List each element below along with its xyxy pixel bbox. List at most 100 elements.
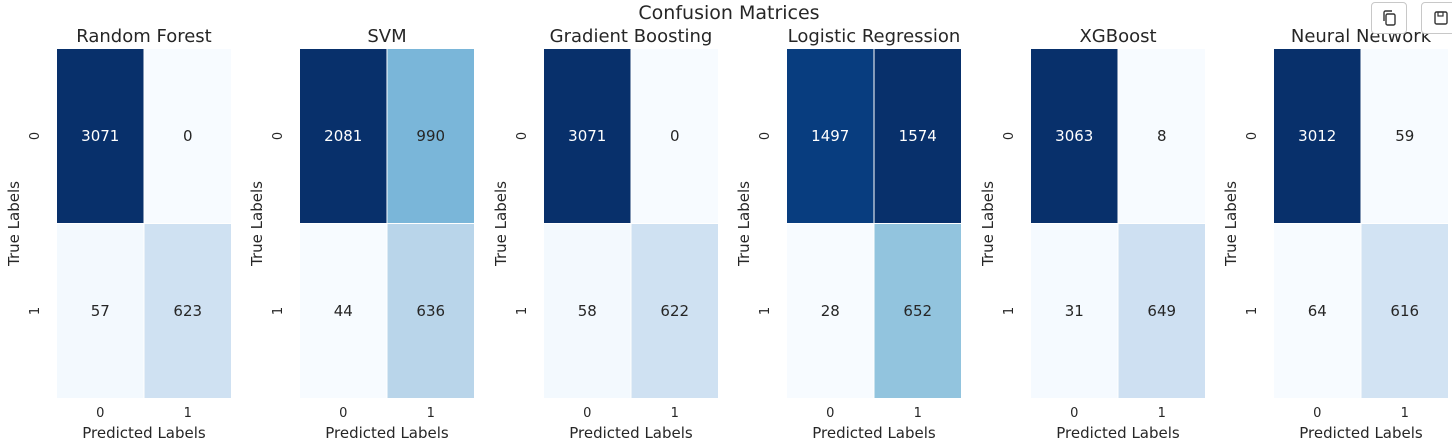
x-axis-label: Predicted Labels xyxy=(1056,424,1180,442)
subplot-title: Gradient Boosting xyxy=(550,26,713,47)
cell-value-label: 636 xyxy=(416,302,445,320)
heatmap-cell xyxy=(1361,224,1448,398)
cell-value-label: 622 xyxy=(660,302,689,320)
y-tick-label: 0 xyxy=(271,132,286,140)
x-tick-label: 0 xyxy=(1313,406,1321,421)
y-tick-label: 1 xyxy=(28,307,43,315)
heatmap-cell xyxy=(57,49,144,223)
heatmap-cell xyxy=(1031,49,1118,223)
heatmap-cell xyxy=(874,224,961,398)
y-tick-label: 1 xyxy=(515,307,530,315)
heatmap-cell xyxy=(1274,224,1361,398)
x-tick-label: 0 xyxy=(339,406,347,421)
y-tick-label: 0 xyxy=(515,132,530,140)
cell-value-label: 44 xyxy=(334,302,353,320)
cell-value-label: 623 xyxy=(173,302,202,320)
y-tick-label: 1 xyxy=(271,307,286,315)
x-tick-label: 0 xyxy=(1070,406,1078,421)
heatmap-cell xyxy=(787,49,874,223)
heatmap-panel: 3012 59 64 616 Neural Network 0 1 0 1 Predicted L… xyxy=(1222,26,1448,442)
y-axis-label: True Labels xyxy=(979,181,997,267)
heatmap-cell xyxy=(1118,224,1205,398)
heatmap-cell xyxy=(544,224,631,398)
cell-value-label: 59 xyxy=(1395,127,1414,145)
cell-value-label: 3063 xyxy=(1055,127,1093,145)
cell-value-label: 0 xyxy=(183,127,193,145)
cell-value-label: 58 xyxy=(578,302,597,320)
cell-value-label: 1497 xyxy=(811,127,849,145)
cell-value-label: 3071 xyxy=(81,127,119,145)
y-tick-label: 0 xyxy=(758,132,773,140)
x-axis-label: Predicted Labels xyxy=(1299,424,1423,442)
x-tick-label: 0 xyxy=(826,406,834,421)
x-tick-label: 1 xyxy=(671,406,679,421)
cell-value-label: 2081 xyxy=(324,127,362,145)
cell-value-label: 649 xyxy=(1147,302,1176,320)
cell-value-label: 3071 xyxy=(568,127,606,145)
y-tick-label: 0 xyxy=(1245,132,1260,140)
x-axis-label: Predicted Labels xyxy=(325,424,449,442)
y-axis-label: True Labels xyxy=(5,181,23,267)
heatmap-cell xyxy=(1031,224,1118,398)
heatmap-cell xyxy=(1361,49,1448,223)
heatmap-cell xyxy=(787,224,874,398)
heatmap-cell xyxy=(144,224,231,398)
cell-value-label: 3012 xyxy=(1298,127,1336,145)
cell-value-label: 31 xyxy=(1065,302,1084,320)
y-tick-label: 0 xyxy=(1002,132,1017,140)
x-tick-label: 1 xyxy=(427,406,435,421)
heatmap-cell xyxy=(300,49,387,223)
y-tick-label: 1 xyxy=(1002,307,1017,315)
heatmap-cell xyxy=(300,224,387,398)
x-tick-label: 1 xyxy=(914,406,922,421)
x-tick-label: 1 xyxy=(1158,406,1166,421)
subplot-title: Logistic Regression xyxy=(788,26,961,47)
copy-icon xyxy=(1383,10,1396,26)
x-tick-label: 1 xyxy=(184,406,192,421)
heatmap-cell xyxy=(874,49,961,223)
x-tick-label: 1 xyxy=(1401,406,1409,421)
x-axis-label: Predicted Labels xyxy=(569,424,693,442)
x-tick-label: 0 xyxy=(96,406,104,421)
heatmap-panel: 2081 990 44 636 SVM 0 1 0 1 Predicted Labels True … xyxy=(248,26,474,442)
subplot-title: Neural Network xyxy=(1291,26,1432,47)
heatmap-cell xyxy=(1118,49,1205,223)
heatmap-cell xyxy=(631,224,718,398)
y-tick-label: 1 xyxy=(1245,307,1260,315)
y-tick-label: 0 xyxy=(28,132,43,140)
subplot-title: SVM xyxy=(367,26,406,47)
heatmap-panels: 3071 0 57 623 Random Forest 0 1 0 1 Predicted Lab… xyxy=(5,26,1448,442)
heatmap-panel: 3071 0 57 623 Random Forest 0 1 0 1 Predicted Lab… xyxy=(5,26,231,442)
cell-value-label: 990 xyxy=(416,127,445,145)
heatmap-cell xyxy=(387,224,474,398)
y-axis-label: True Labels xyxy=(492,181,510,267)
subplot-title: Random Forest xyxy=(76,26,211,47)
cell-value-label: 28 xyxy=(821,302,840,320)
heatmap-cell xyxy=(631,49,718,223)
x-axis-label: Predicted Labels xyxy=(812,424,936,442)
subplot-title: XGBoost xyxy=(1079,26,1156,47)
figure-title: Confusion Matrices xyxy=(638,2,819,24)
cell-value-label: 0 xyxy=(670,127,680,145)
cell-value-label: 652 xyxy=(903,302,932,320)
cell-value-label: 616 xyxy=(1390,302,1419,320)
heatmap-panel: 1497 1574 28 652 Logistic Regression 0 1 0 1 Pred… xyxy=(735,26,961,442)
heatmap-cell xyxy=(1274,49,1361,223)
y-tick-label: 1 xyxy=(758,307,773,315)
x-axis-label: Predicted Labels xyxy=(82,424,206,442)
save-icon xyxy=(1434,11,1448,25)
cell-value-label: 64 xyxy=(1308,302,1327,320)
heatmap-panel: 3071 0 58 622 Gradient Boosting 0 1 0 1 Predicted… xyxy=(492,26,718,442)
x-tick-label: 0 xyxy=(583,406,591,421)
heatmap-panel: 3063 8 31 649 XGBoost 0 1 0 1 Predicted Labels Tru… xyxy=(979,26,1205,442)
y-axis-label: True Labels xyxy=(735,181,753,267)
copy-button[interactable] xyxy=(1371,2,1407,34)
cell-value-label: 8 xyxy=(1157,127,1167,145)
heatmap-cell xyxy=(57,224,144,398)
heatmap-cell xyxy=(387,49,474,223)
save-button[interactable] xyxy=(1421,2,1452,34)
y-axis-label: True Labels xyxy=(248,181,266,267)
heatmap-cell xyxy=(144,49,231,223)
cell-value-label: 57 xyxy=(91,302,110,320)
